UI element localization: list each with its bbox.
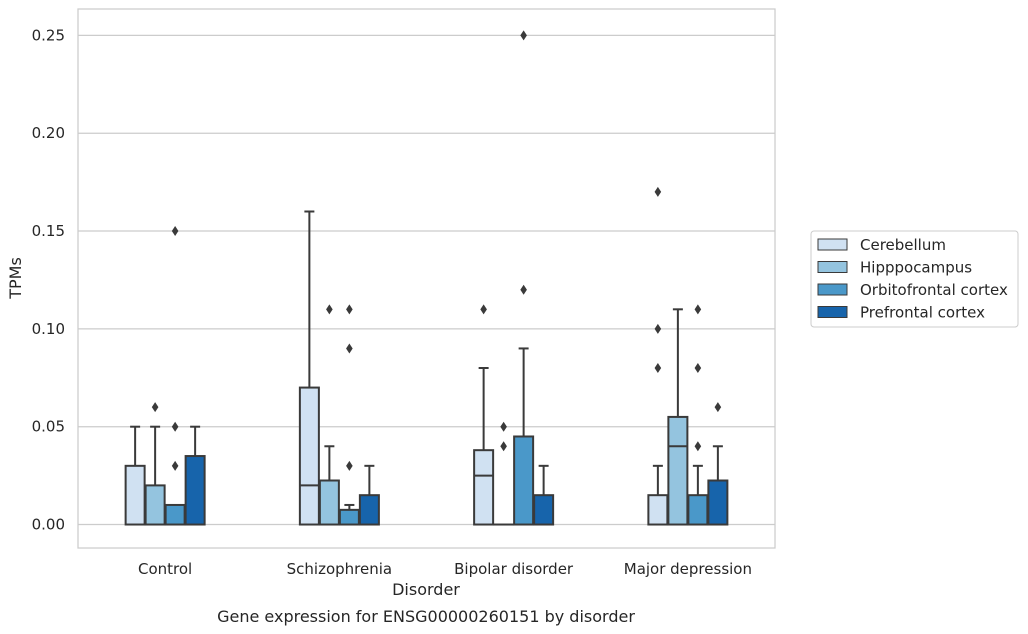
box-body [164, 503, 186, 526]
x-tick-label: Bipolar disorder [454, 560, 574, 578]
outlier-point [714, 402, 722, 413]
legend-label: Orbitofrontal cortex [860, 281, 1008, 299]
box-body [707, 479, 729, 526]
outlier-point [694, 363, 702, 374]
box-0-1 [144, 402, 166, 526]
outlier-point [654, 186, 662, 197]
outlier-point [520, 30, 527, 41]
outlier-point [346, 343, 353, 354]
outlier-point [694, 304, 702, 315]
box-body [144, 484, 166, 526]
legend-label: Cerebellum [860, 236, 946, 254]
box-body [667, 415, 689, 526]
box-1-3 [358, 464, 380, 526]
box-2-1 [493, 421, 515, 526]
outlier-point [654, 363, 662, 374]
box-1-2 [338, 304, 360, 526]
y-tick-label: 0.05 [32, 418, 65, 436]
y-tick-label: 0.10 [32, 320, 65, 338]
x-axis-title: Disorder [392, 580, 460, 599]
plot-frame [77, 8, 776, 549]
y-tick-label: 0.00 [32, 516, 65, 534]
box-body [513, 435, 535, 526]
y-axis-title: TPMs [6, 257, 25, 300]
y-axis: 0.00 0.05 0.10 0.15 0.20 0.25 [32, 26, 65, 533]
box-3-0 [647, 186, 669, 526]
box-3-1 [667, 308, 689, 526]
outlier-point [151, 402, 159, 413]
outlier-point [694, 441, 702, 452]
outlier-point [654, 323, 662, 334]
box-1-0 [298, 210, 320, 526]
x-tick-label: Schizophrenia [287, 560, 392, 578]
legend-swatch [817, 306, 848, 318]
outlier-point [171, 226, 179, 237]
box-0-3 [184, 425, 206, 526]
box-body [338, 508, 360, 526]
box-body [184, 455, 206, 526]
plot-area [124, 30, 729, 526]
box-body [298, 386, 320, 526]
box-0-0 [124, 425, 146, 526]
x-axis: Control Schizophrenia Bipolar disorder Majo… [138, 560, 752, 578]
box-body [358, 494, 380, 526]
y-tick-label: 0.20 [32, 124, 65, 142]
box-2-3 [533, 464, 555, 526]
box-body [473, 449, 495, 526]
outlier-point [500, 441, 507, 452]
legend-label: Hipppocampus [860, 259, 972, 277]
legend-swatch [817, 261, 848, 273]
box-3-2 [687, 304, 709, 526]
box-body [318, 479, 340, 526]
outlier-point [500, 421, 507, 432]
outlier-point [171, 421, 179, 432]
x-tick-label: Major depression [624, 560, 752, 578]
outlier-point [326, 304, 333, 315]
legend-frame [810, 230, 1019, 328]
box-2-2 [513, 30, 535, 526]
box-0-2 [164, 226, 186, 526]
outlier-point [171, 460, 179, 471]
outlier-point [520, 284, 527, 295]
box-body [647, 494, 669, 526]
legend: Cerebellum Hipppocampus Orbitofrontal cort… [810, 230, 1019, 328]
box-2-0 [473, 304, 495, 526]
legend-swatch [817, 283, 848, 296]
chart-caption: Gene expression for ENSG00000260151 by d… [217, 607, 635, 626]
x-tick-label: Control [138, 560, 192, 578]
box-body [687, 494, 709, 526]
legend-label: Prefrontal cortex [860, 304, 985, 322]
box-1-1 [318, 304, 340, 526]
outlier-point [346, 304, 353, 315]
outlier-point [346, 460, 353, 471]
y-tick-label: 0.15 [32, 222, 65, 240]
box-body [124, 464, 146, 526]
box-body [533, 494, 555, 526]
y-tick-label: 0.25 [32, 26, 65, 44]
legend-swatch [817, 238, 848, 251]
box-3-3 [707, 402, 729, 526]
outlier-point [480, 304, 487, 315]
